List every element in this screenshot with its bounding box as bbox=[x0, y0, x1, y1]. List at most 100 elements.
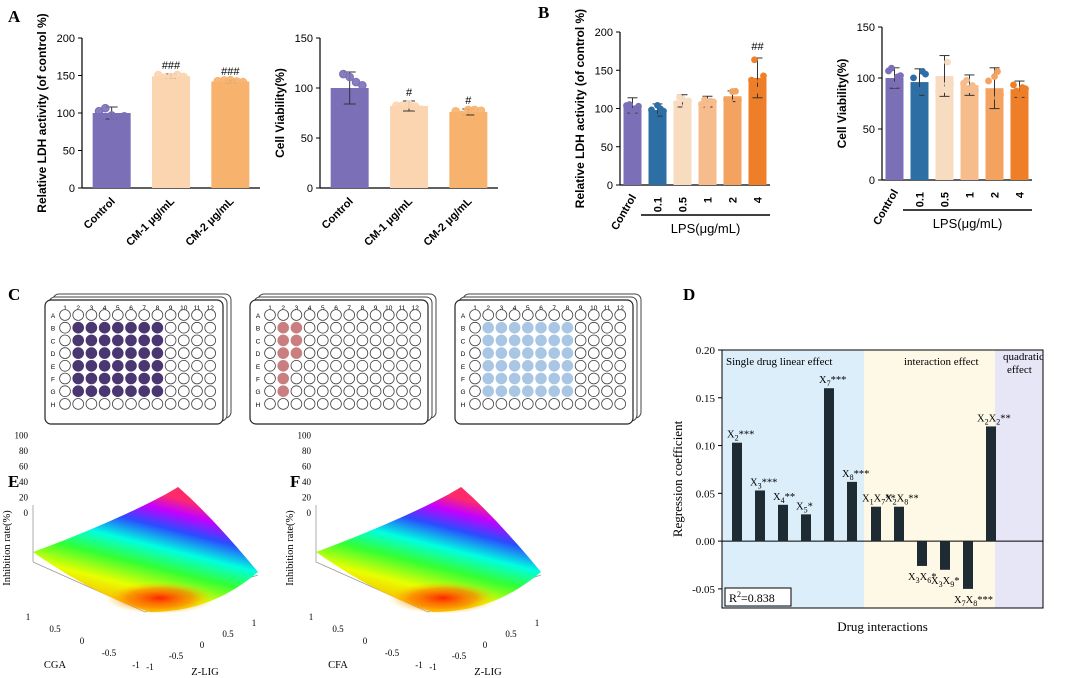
plate-well bbox=[303, 385, 316, 398]
plate-well bbox=[587, 334, 600, 347]
plate-well bbox=[138, 398, 151, 410]
plate-well bbox=[561, 385, 574, 398]
data-point bbox=[626, 101, 633, 108]
plate-col-label: 3 bbox=[90, 305, 94, 312]
plate-well bbox=[482, 309, 495, 321]
y-tick-label: 50 bbox=[601, 142, 613, 154]
plate-row-label: F bbox=[51, 377, 55, 384]
panel-letter-b: B bbox=[538, 3, 549, 22]
x-tick-label: CM-1 μg/mL bbox=[362, 195, 415, 248]
plate-well bbox=[495, 334, 508, 347]
plate-well bbox=[277, 309, 290, 321]
plate-well bbox=[178, 347, 190, 359]
plate-well bbox=[508, 398, 521, 410]
plate-row-label: G bbox=[255, 389, 260, 396]
plate-well bbox=[601, 334, 613, 347]
bar-label: X5* bbox=[796, 501, 813, 514]
significance-mark: ### bbox=[221, 66, 240, 78]
plate-well bbox=[178, 334, 190, 347]
plate-well bbox=[548, 321, 560, 334]
plate-col-label: 2 bbox=[281, 305, 285, 312]
y-tick-label: -0.5 bbox=[385, 648, 400, 658]
bar-label-part: 4 bbox=[781, 496, 785, 505]
plate-row-label: E bbox=[461, 364, 466, 371]
x-tick-label: 0.5 bbox=[222, 629, 234, 639]
plate-row-label: G bbox=[50, 389, 55, 396]
bar-label: X3X9* bbox=[931, 576, 959, 589]
plate-well bbox=[521, 385, 534, 398]
data-point bbox=[748, 76, 755, 84]
plate-well bbox=[98, 334, 111, 347]
data-point bbox=[679, 95, 686, 103]
plate-well bbox=[72, 359, 84, 372]
plate-well bbox=[264, 359, 276, 372]
plate-well bbox=[548, 309, 560, 321]
bar bbox=[963, 541, 973, 589]
y-tick-label: 0 bbox=[69, 183, 75, 195]
plate-well bbox=[303, 309, 316, 321]
bar-label-part: X bbox=[773, 492, 781, 503]
plate-well bbox=[535, 359, 547, 372]
bar bbox=[960, 85, 979, 180]
bar bbox=[211, 81, 250, 188]
panel-letter-a: A bbox=[8, 7, 21, 26]
bar bbox=[623, 105, 642, 185]
z-tick-label: 40 bbox=[19, 477, 29, 487]
plate-row-label: A bbox=[461, 313, 466, 320]
bar-label-part: * bbox=[954, 576, 959, 587]
plate-well bbox=[191, 347, 203, 359]
plate-well bbox=[72, 398, 84, 410]
plate-well bbox=[369, 321, 382, 334]
plate-well bbox=[614, 372, 626, 385]
plate-well bbox=[98, 359, 111, 372]
bar bbox=[1010, 89, 1029, 180]
plate-well bbox=[574, 385, 587, 398]
plate-well bbox=[508, 321, 521, 334]
x-tick-label: CM-2 μg/mL bbox=[421, 195, 474, 248]
data-point bbox=[922, 70, 929, 78]
bar bbox=[986, 426, 996, 542]
y-tick-label: 0 bbox=[607, 180, 613, 192]
chart-b-ldh: 0 50 100 150 200 Relative LDH activity (of co… bbox=[573, 9, 770, 236]
plate-well bbox=[409, 359, 422, 372]
plate-well bbox=[138, 359, 151, 372]
region-quadratic bbox=[995, 350, 1043, 608]
plate-well bbox=[548, 398, 560, 410]
data-point bbox=[648, 106, 655, 114]
x-tick-label: 1 bbox=[703, 197, 715, 203]
plate-well bbox=[303, 372, 316, 385]
bar-label-part: ** bbox=[908, 494, 919, 505]
data-point bbox=[910, 74, 917, 82]
plate-well bbox=[409, 309, 422, 321]
bar bbox=[985, 88, 1004, 180]
z-tick-label: 80 bbox=[19, 446, 29, 456]
plate-well bbox=[482, 359, 495, 372]
plate-col-label: 9 bbox=[579, 305, 583, 312]
plate-well bbox=[316, 321, 329, 334]
plate-well bbox=[330, 398, 342, 410]
bar-label-part: X bbox=[874, 494, 882, 505]
plate-well bbox=[561, 309, 574, 321]
x-tick-label: Control bbox=[320, 196, 356, 232]
plate-well bbox=[343, 347, 356, 359]
plate-well bbox=[204, 385, 217, 398]
plate-well bbox=[508, 347, 521, 359]
plate-well bbox=[264, 347, 276, 359]
bar bbox=[847, 481, 857, 542]
data-point bbox=[985, 77, 992, 85]
plate-well bbox=[204, 334, 217, 347]
plate-col-label: 11 bbox=[194, 305, 201, 312]
plate-well bbox=[151, 372, 164, 385]
plate-well bbox=[138, 347, 151, 359]
plate-well bbox=[382, 385, 395, 398]
bar-label-part: X bbox=[897, 494, 905, 505]
data-point bbox=[754, 86, 761, 94]
plate-well bbox=[574, 309, 587, 321]
plate-well bbox=[396, 359, 408, 372]
plate-well bbox=[264, 321, 276, 334]
y-tick-label: 0.5 bbox=[332, 624, 344, 634]
plate-well bbox=[316, 385, 329, 398]
bar-label: X3*** bbox=[750, 477, 777, 490]
plate-well bbox=[164, 309, 177, 321]
plate-well bbox=[330, 334, 342, 347]
